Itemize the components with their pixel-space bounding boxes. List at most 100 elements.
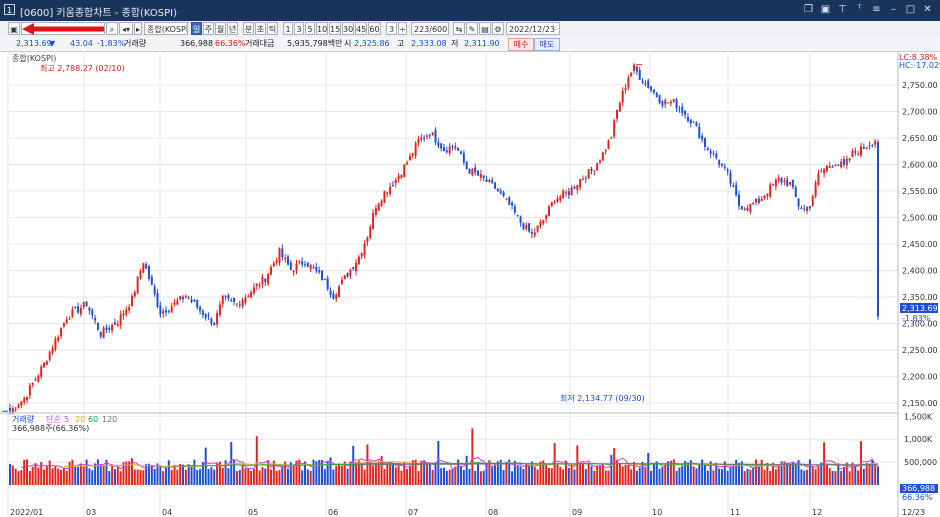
volume-bar <box>547 467 550 485</box>
candle <box>332 293 335 299</box>
window-icon[interactable]: 1 <box>4 4 15 15</box>
volume-bar <box>386 464 389 485</box>
sell-button[interactable]: 매도 <box>534 38 560 51</box>
candle <box>221 295 224 305</box>
volume-bar <box>652 463 655 485</box>
period-week-button[interactable]: 주 <box>203 22 214 35</box>
candle <box>638 69 641 80</box>
interval-30-button[interactable]: 30 <box>342 22 354 35</box>
interval-3-button[interactable]: 3 <box>294 22 304 35</box>
candle <box>496 189 499 192</box>
zoom-icon[interactable]: ⇆ <box>453 22 465 35</box>
candle <box>383 191 386 203</box>
count-field[interactable]: 223/600 <box>411 22 449 35</box>
volume-bar <box>204 447 207 485</box>
prev-arrow-icon[interactable]: ◂▾ <box>119 22 133 35</box>
volume-bar <box>803 470 806 485</box>
candle <box>165 310 168 313</box>
volume-bar <box>806 469 809 485</box>
volume-bar <box>635 470 638 485</box>
period-minute-button[interactable]: 분 <box>243 22 254 35</box>
period-year-button[interactable]: 년 <box>227 22 238 35</box>
candle <box>417 139 420 144</box>
minimize-icon[interactable]: – <box>891 4 896 15</box>
save-icon[interactable]: ▤ <box>479 22 491 35</box>
change-percent: -1.83% <box>97 39 126 48</box>
candle <box>650 86 653 91</box>
candle <box>550 202 553 206</box>
volume-bar <box>355 462 358 485</box>
volume-bar <box>340 465 343 485</box>
interval-spin-input[interactable]: 3 <box>386 22 397 35</box>
pin-icon[interactable]: ⊤ <box>838 4 847 15</box>
symbol-field[interactable]: 종합(KOSPI) <box>144 22 188 35</box>
candle <box>542 220 545 224</box>
candle <box>477 170 480 176</box>
candle <box>499 190 502 194</box>
search-icon[interactable]: ⌕ <box>106 22 118 35</box>
restore-icon[interactable]: ❐ <box>804 4 813 15</box>
volume-bar <box>718 468 721 485</box>
text-icon[interactable]: ᵀ <box>857 4 862 15</box>
volume-tick-label: 500,000 <box>904 458 937 467</box>
interval-60-button[interactable]: 60 <box>368 22 381 35</box>
candle <box>182 296 185 299</box>
close-icon[interactable]: ✕ <box>923 4 932 15</box>
volume-bar <box>425 462 428 485</box>
buy-button[interactable]: 매수 <box>508 38 534 51</box>
settings-gear-icon[interactable]: ⚙ <box>492 22 504 35</box>
layout-icon[interactable]: ▣ <box>820 4 831 15</box>
candle <box>85 301 88 307</box>
candle <box>20 401 23 406</box>
candle <box>482 175 485 179</box>
period-day-button[interactable]: 일 <box>191 22 202 35</box>
candle <box>772 184 775 186</box>
volume-bar <box>692 466 695 485</box>
volume-bar <box>377 461 380 485</box>
date-field[interactable]: 2022/12/23 <box>506 22 560 35</box>
candle <box>425 135 428 137</box>
volume-bar <box>133 469 136 485</box>
maximize-icon[interactable]: □ <box>905 4 916 15</box>
volume-bar <box>145 464 148 485</box>
interval-1-button[interactable]: 1 <box>283 22 293 35</box>
interval-10-button[interactable]: 10 <box>316 22 328 35</box>
interval-15-button[interactable]: 15 <box>329 22 341 35</box>
candle <box>695 122 698 127</box>
candle <box>675 99 678 109</box>
spin-up-down-icon[interactable]: ÷ <box>398 22 407 35</box>
candle <box>845 158 848 166</box>
candle <box>420 137 423 140</box>
interval-5-button[interactable]: 5 <box>305 22 315 35</box>
period-tick-button[interactable]: 틱 <box>267 22 278 35</box>
volume-bar <box>686 462 689 485</box>
price-chart[interactable]: 2,150.00 2,200.00 2,250.00 2,300.00 2,350.00… <box>0 51 940 517</box>
candle <box>732 185 735 187</box>
candle <box>874 141 877 145</box>
period-second-button[interactable]: 초 <box>255 22 266 35</box>
volume-bar <box>533 466 536 485</box>
candle <box>803 208 806 210</box>
date-tick-label: 11 <box>730 508 740 517</box>
candle <box>105 327 108 331</box>
chart-settings-icon[interactable]: ▣ <box>8 22 20 35</box>
menu-icon[interactable]: ≡ <box>872 4 881 15</box>
candle <box>292 270 295 273</box>
volume-bar <box>71 459 74 485</box>
draw-icon[interactable]: ✎ <box>466 22 478 35</box>
volume-bar <box>604 470 607 485</box>
candle <box>647 80 650 89</box>
volume-bar <box>698 464 701 485</box>
volume-bar <box>122 462 125 485</box>
period-month-button[interactable]: 월 <box>215 22 226 35</box>
red-arrow-icon <box>22 23 104 35</box>
interval-45-button[interactable]: 45 <box>355 22 367 35</box>
volume-bar <box>499 459 502 485</box>
volume-bar <box>712 470 715 485</box>
volume-info: 366,988주(66.36%) <box>12 424 89 433</box>
candle <box>173 302 176 305</box>
next-arrow-icon[interactable]: ▸ <box>134 22 142 35</box>
volume-bar <box>417 471 420 485</box>
candle <box>389 186 392 195</box>
candle <box>851 150 854 157</box>
